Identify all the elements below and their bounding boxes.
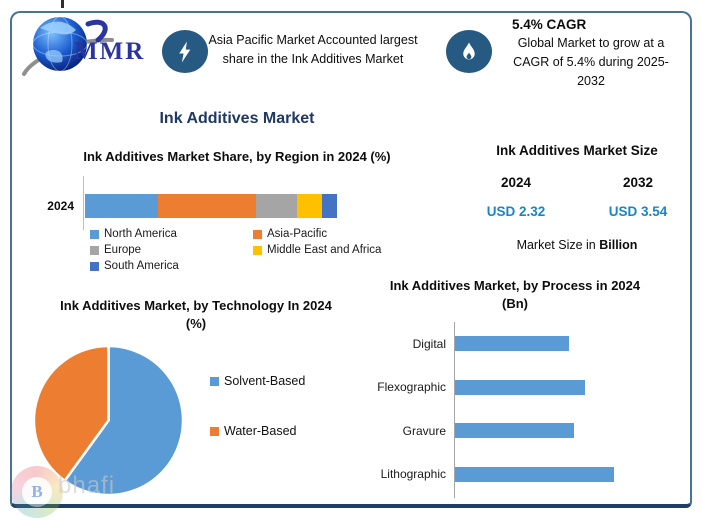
- process-row-flexographic: Flexographic: [368, 379, 614, 395]
- process-category-label: Gravure: [402, 423, 446, 438]
- page-frame: [10, 11, 692, 508]
- legend-item-water-based: Water-Based: [210, 424, 296, 438]
- mmr-logo: MMR: [16, 10, 156, 88]
- legend-label: Middle East and Africa: [267, 244, 382, 256]
- legend-label: South America: [104, 260, 179, 272]
- legend-item-europe: Europe: [90, 244, 253, 256]
- process-bar-lithographic: [455, 466, 615, 482]
- pie-slice-water-based: [32, 344, 110, 483]
- legend-item-south-america: South America: [90, 260, 253, 272]
- logo-text: MMR: [74, 38, 146, 65]
- legend-label: Water-Based: [224, 424, 297, 438]
- cagr-text: Global Market to grow at a CAGR of 5.4% …: [513, 36, 669, 88]
- legend-swatch: [253, 229, 262, 239]
- legend-swatch: [210, 426, 219, 436]
- pie-slice-solvent-based: [63, 344, 185, 497]
- region-segment-south-america: [321, 194, 337, 218]
- lightning-badge: [162, 30, 208, 73]
- region-chart-axis: [83, 176, 84, 230]
- crop-artifact: [61, 0, 64, 8]
- legend-swatch: [253, 245, 262, 255]
- market-size-value-2032: USD 3.54: [608, 204, 668, 219]
- process-bar-digital: [455, 336, 570, 351]
- region-chart-title: Ink Additives Market Share, by Region in…: [83, 149, 391, 164]
- market-size-year-2024: 2024: [500, 175, 532, 190]
- process-row-gravure: Gravure: [368, 423, 614, 438]
- process-row-lithographic: Lithographic: [368, 466, 615, 482]
- legend-swatch: [90, 245, 99, 255]
- legend-swatch: [90, 261, 99, 271]
- market-size-caption: Market Size in Billion: [455, 238, 699, 252]
- region-segment-north-america: [85, 194, 159, 218]
- legend-label: Asia-Pacific: [267, 228, 328, 240]
- technology-pie: [32, 344, 185, 497]
- watermark-text: bhafi: [58, 472, 116, 499]
- watermark-letter: B: [22, 477, 52, 507]
- region-stacked-bar: [85, 194, 337, 218]
- market-size-title: Ink Additives Market Size: [496, 143, 658, 158]
- region-segment-asia-pacific: [158, 194, 257, 218]
- legend-label: Europe: [104, 244, 142, 256]
- cagr-block: 5.4% CAGR Global Market to grow at a CAG…: [500, 17, 682, 90]
- process-category-label: Lithographic: [380, 467, 446, 481]
- legend-item-middle-east-and-africa: Middle East and Africa: [253, 244, 381, 256]
- legend-item-asia-pacific: Asia-Pacific: [253, 228, 381, 240]
- legend-label: North America: [104, 228, 177, 240]
- legend-item-north-america: North America: [90, 228, 253, 240]
- region-legend: North America Asia-Pacific Europe Middle Ea…: [90, 228, 381, 272]
- legend-item-solvent-based: Solvent-Based: [210, 374, 305, 388]
- process-category-label: Digital: [412, 336, 446, 351]
- flame-badge: [446, 30, 492, 73]
- process-category-label: Flexographic: [377, 380, 446, 394]
- region-segment-europe: [256, 194, 297, 218]
- process-bar-gravure: [455, 423, 574, 438]
- legend-label: Solvent-Based: [224, 374, 306, 388]
- market-size-year-2032: 2032: [622, 175, 654, 190]
- region-chart-category-label: 2024: [47, 199, 74, 213]
- market-size-panel: Ink Additives Market Size 2024 2032 USD …: [455, 143, 699, 252]
- flame-icon: [463, 41, 475, 59]
- process-chart-axis: [454, 322, 455, 498]
- process-chart-title: Ink Additives Market, by Process in 2024…: [389, 278, 641, 311]
- process-row-digital: Digital: [368, 336, 614, 351]
- lightning-icon: [179, 40, 191, 63]
- region-segment-middle-east-and-africa: [296, 194, 322, 218]
- caption-prefix: Market Size in: [516, 238, 600, 252]
- watermark-logo: B: [11, 466, 63, 518]
- caption-unit: Billion: [599, 238, 638, 252]
- legend-swatch: [90, 229, 99, 239]
- market-size-value-2024: USD 2.32: [486, 204, 546, 219]
- page-title: Ink Additives Market: [159, 110, 315, 127]
- process-bar-rows: Digital Flexographic Gravure Lithographic: [368, 329, 615, 482]
- process-bar-flexographic: [455, 379, 586, 395]
- technology-chart-title: Ink Additives Market, by Technology In 2…: [60, 298, 332, 331]
- legend-swatch: [210, 376, 219, 386]
- globe-icon: [22, 16, 114, 76]
- cagr-title: 5.4% CAGR: [512, 17, 587, 32]
- highlight-text: Asia Pacific Market Accounted largest sh…: [208, 33, 418, 66]
